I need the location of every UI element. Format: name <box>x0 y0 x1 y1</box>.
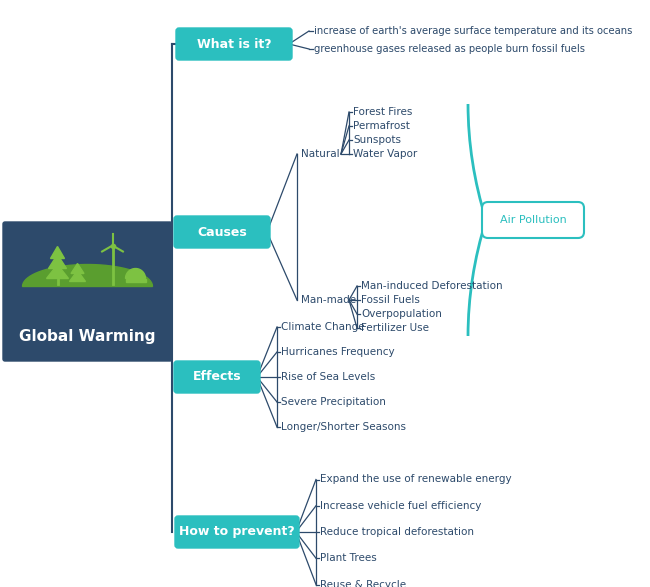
Text: What is it?: What is it? <box>197 38 271 50</box>
Polygon shape <box>71 264 84 274</box>
Text: Fertilizer Use: Fertilizer Use <box>361 323 429 333</box>
Text: Causes: Causes <box>197 225 247 238</box>
Text: Sunspots: Sunspots <box>353 135 401 145</box>
Text: Increase vehicle fuel efficiency: Increase vehicle fuel efficiency <box>320 501 482 511</box>
Text: increase of earth's average surface temperature and its oceans: increase of earth's average surface temp… <box>314 26 632 36</box>
Text: Forest Fires: Forest Fires <box>353 107 412 117</box>
Text: Rise of Sea Levels: Rise of Sea Levels <box>281 372 375 382</box>
Text: Reduce tropical deforestation: Reduce tropical deforestation <box>320 527 474 537</box>
FancyBboxPatch shape <box>174 361 260 393</box>
Text: Global Warming: Global Warming <box>20 329 156 345</box>
Polygon shape <box>49 255 66 268</box>
Text: Overpopulation: Overpopulation <box>361 309 442 319</box>
Text: Climate Change: Climate Change <box>281 322 365 332</box>
Text: Hurricanes Frequency: Hurricanes Frequency <box>281 347 395 357</box>
Text: Fossil Fuels: Fossil Fuels <box>361 295 420 305</box>
Text: Effects: Effects <box>192 370 241 383</box>
Text: Permafrost: Permafrost <box>353 121 410 131</box>
Text: Natural: Natural <box>301 149 339 159</box>
Polygon shape <box>125 278 146 282</box>
Text: Man-induced Deforestation: Man-induced Deforestation <box>361 281 502 291</box>
Text: Air Pollution: Air Pollution <box>500 215 566 225</box>
Polygon shape <box>125 268 146 278</box>
Text: Longer/Shorter Seasons: Longer/Shorter Seasons <box>281 422 406 432</box>
FancyBboxPatch shape <box>3 222 172 361</box>
Polygon shape <box>23 265 153 286</box>
FancyBboxPatch shape <box>482 202 584 238</box>
Polygon shape <box>51 247 64 258</box>
Text: Plant Trees: Plant Trees <box>320 554 377 564</box>
Text: Man-made: Man-made <box>301 295 356 305</box>
Text: How to prevent?: How to prevent? <box>179 525 295 538</box>
Polygon shape <box>70 271 86 282</box>
Polygon shape <box>47 265 68 278</box>
FancyBboxPatch shape <box>176 28 292 60</box>
Text: Water Vapor: Water Vapor <box>353 149 417 159</box>
FancyBboxPatch shape <box>174 216 270 248</box>
Text: Reuse & Recycle: Reuse & Recycle <box>320 579 406 587</box>
Text: Severe Precipitation: Severe Precipitation <box>281 397 386 407</box>
Text: greenhouse gases released as people burn fossil fuels: greenhouse gases released as people burn… <box>314 44 585 54</box>
FancyBboxPatch shape <box>175 516 299 548</box>
Text: Expand the use of renewable energy: Expand the use of renewable energy <box>320 474 512 484</box>
